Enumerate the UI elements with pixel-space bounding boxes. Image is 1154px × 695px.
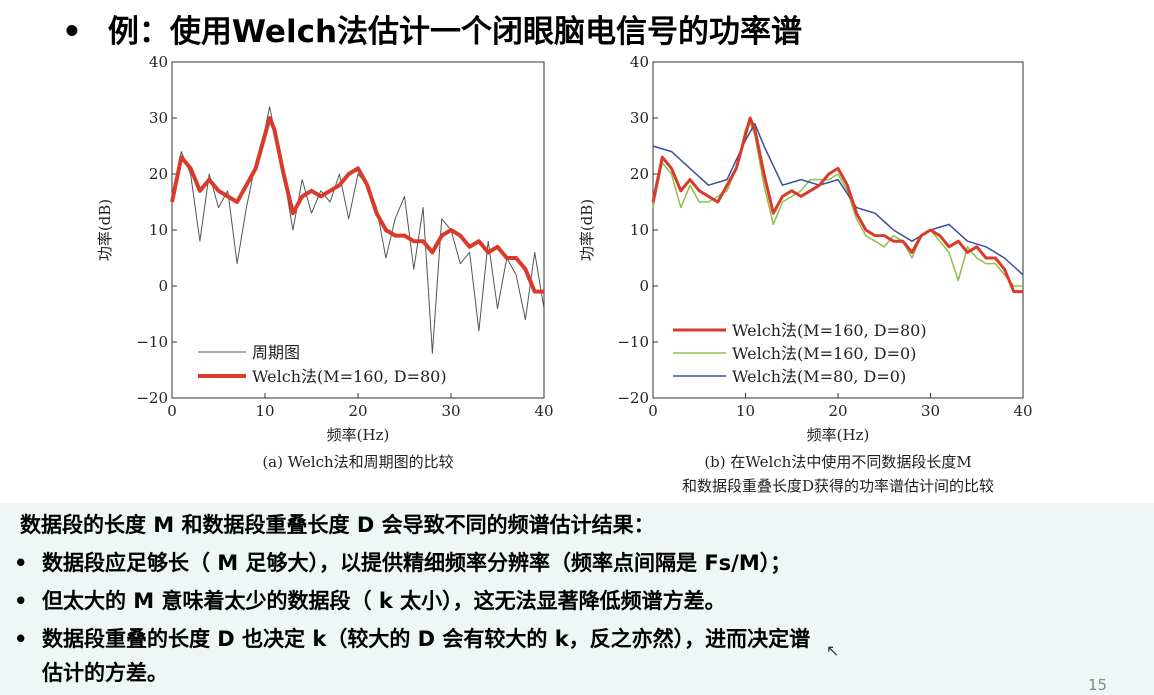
chart-right: 0 10 20 30 40 40 30 20 10 0 −10 −20 功率(dB) 频率(Hz) W… [578,53,1033,495]
title-bullet: • [62,14,82,50]
x-tick-label-left: 30 [441,402,460,420]
summary-point-2: • 但太大的 M 意味着太少的数据段（ k 太小），这无法显著降低频谱方差。 [14,585,726,615]
y-tick-label-left: 20 [149,165,168,183]
summary-point-1-text: 数据段应足够长（ M 足够大），以提供精细频率分辨率（频率点间隔是 Fs/M）； [42,551,792,575]
bullet-icon: • [14,551,28,575]
series-line-right-1 [652,122,1023,287]
series-right [651,116,1024,294]
bullet-icon: • [14,627,28,651]
summary-box: 数据段的长度 M 和数据段重叠长度 D 会导致不同的频谱估计结果： • 数据段应足… [0,503,1154,695]
ticks-left: 0 10 20 30 40 40 30 20 10 0 −10 −20 [136,53,553,420]
y-tick-label-right: 20 [630,165,649,183]
summary-point-3-cont: 估计的方差。 [42,661,168,685]
y-tick-label-left: 30 [149,109,168,127]
x-tick-label-right: 20 [828,402,847,420]
y-tick-label-right: 30 [630,109,649,127]
plot-frame-left [171,61,545,399]
y-tick-label-right: 0 [639,277,649,295]
mouse-cursor-icon: ↖ [826,641,840,660]
y-tick-label-left: 0 [158,277,168,295]
y-tick-label-left: −10 [136,333,168,351]
y-tick-label-right: 10 [630,221,649,239]
y-tick-label-right: −10 [617,333,649,351]
y-tick-label-right: −20 [617,389,649,407]
legend-r1: Welch法(M=160, D=80) [732,321,927,340]
x-tick-label-right: 40 [1013,402,1032,420]
legend-r3: Welch法(M=80, D=0) [732,367,906,386]
y-tick-label-left: −20 [136,389,168,407]
legend-welch: Welch法(M=160, D=80) [252,367,447,386]
x-tick-label-right: 10 [736,402,755,420]
slide-title: • 例：使用Welch法估计一个闭眼脑电信号的功率谱 [62,6,802,51]
caption-right-line1: (b) 在Welch法中使用不同数据段长度M [704,453,971,471]
series-line-right-2 [652,122,1024,276]
bullet-icon: • [14,589,28,613]
y-tick-label-left: 10 [149,221,168,239]
y-tick-label-left: 40 [149,53,168,71]
summary-point-1: • 数据段应足够长（ M 足够大），以提供精细频率分辨率（频率点间隔是 Fs/M）… [14,547,791,577]
summary-point-3-text: 数据段重叠的长度 D 也决定 k（较大的 D 会有较大的 k，反之亦然），进而决… [42,627,811,651]
page-number: 15 [1088,676,1108,694]
caption-right-line2: 和数据段重叠长度D获得的功率谱估计间的比较 [682,477,994,495]
series-line-right-0 [651,116,1023,294]
figure-area: 0 10 20 30 40 40 30 20 10 0 −10 −20 功率(dB) 频率(Hz) 周… [96,53,1033,495]
xlabel-left: 频率(Hz) [327,426,390,444]
legend-periodogram: 周期图 [252,343,300,362]
summary-point-2-text: 但太大的 M 意味着太少的数据段（ k 太小），这无法显著降低频谱方差。 [42,589,726,613]
legend-r2: Welch法(M=160, D=0) [732,344,916,363]
x-tick-label-left: 20 [348,402,367,420]
chart-left: 0 10 20 30 40 40 30 20 10 0 −10 −20 功率(dB) 频率(Hz) 周… [96,53,554,471]
series-line-left-1 [170,116,544,294]
summary-heading: 数据段的长度 M 和数据段重叠长度 D 会导致不同的频谱估计结果： [20,513,655,537]
x-tick-label-right: 0 [648,402,658,420]
ticks-right: 0 10 20 30 40 40 30 20 10 0 −10 −20 [617,53,1032,420]
y-tick-label-right: 40 [630,53,649,71]
series-left [170,106,545,354]
plot-frame-right [652,61,1024,399]
summary-point-3: • 数据段重叠的长度 D 也决定 k（较大的 D 会有较大的 k，反之亦然），进而… [14,623,810,653]
x-tick-label-left: 10 [255,402,274,420]
ylabel-left: 功率(dB) [96,199,114,261]
x-tick-label-right: 30 [921,402,940,420]
caption-left: (a) Welch法和周期图的比较 [262,453,453,471]
title-text: 例：使用Welch法估计一个闭眼脑电信号的功率谱 [107,14,803,50]
x-tick-label-left: 40 [534,402,553,420]
x-tick-label-left: 0 [167,402,177,420]
series-line-left-0 [171,106,545,354]
ylabel-right: 功率(dB) [578,199,596,261]
xlabel-right: 频率(Hz) [807,426,870,444]
